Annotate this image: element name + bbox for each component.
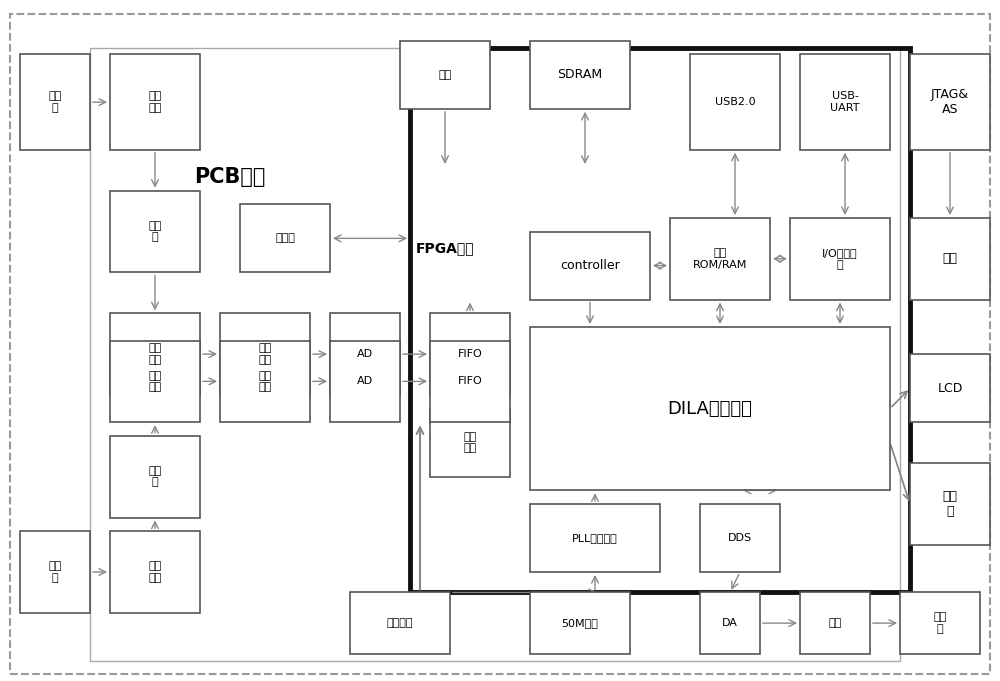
FancyBboxPatch shape — [110, 191, 200, 272]
FancyBboxPatch shape — [110, 436, 200, 518]
Text: 低通
滤波: 低通 滤波 — [148, 370, 162, 392]
Text: PLL时钟管理: PLL时钟管理 — [572, 533, 618, 543]
Text: 片内
ROM/RAM: 片内 ROM/RAM — [693, 248, 747, 270]
Text: 电源管理: 电源管理 — [387, 618, 413, 628]
Text: 低通
滤波: 低通 滤波 — [148, 343, 162, 365]
Text: 指示灯: 指示灯 — [275, 234, 295, 243]
FancyBboxPatch shape — [350, 592, 450, 654]
FancyBboxPatch shape — [400, 41, 490, 109]
FancyBboxPatch shape — [530, 232, 650, 300]
FancyBboxPatch shape — [910, 463, 990, 545]
Text: 滤波: 滤波 — [828, 618, 842, 628]
Text: PCB内部: PCB内部 — [194, 167, 266, 187]
FancyBboxPatch shape — [800, 54, 890, 150]
Text: 前置
放大: 前置 放大 — [148, 91, 162, 113]
FancyBboxPatch shape — [910, 218, 990, 300]
FancyBboxPatch shape — [20, 531, 90, 613]
Text: USB2.0: USB2.0 — [715, 97, 755, 107]
FancyBboxPatch shape — [20, 54, 90, 150]
FancyBboxPatch shape — [220, 313, 310, 395]
FancyBboxPatch shape — [110, 54, 200, 150]
Text: DDS: DDS — [728, 533, 752, 543]
Text: JTAG&
AS: JTAG& AS — [931, 88, 969, 116]
FancyBboxPatch shape — [800, 592, 870, 654]
FancyBboxPatch shape — [530, 592, 630, 654]
Text: 采样
控制: 采样 控制 — [463, 432, 477, 454]
Text: 按键: 按键 — [438, 70, 452, 80]
FancyBboxPatch shape — [430, 313, 510, 395]
FancyBboxPatch shape — [430, 409, 510, 477]
Text: AD: AD — [357, 377, 373, 386]
FancyBboxPatch shape — [330, 340, 400, 422]
FancyBboxPatch shape — [900, 592, 980, 654]
Text: DILA算法模块: DILA算法模块 — [668, 400, 752, 417]
Text: USB-
UART: USB- UART — [830, 91, 860, 113]
FancyBboxPatch shape — [670, 218, 770, 300]
Text: LCD: LCD — [937, 381, 963, 395]
Text: 探测
器: 探测 器 — [48, 91, 62, 113]
FancyBboxPatch shape — [530, 327, 890, 490]
Text: SDRAM: SDRAM — [557, 68, 603, 82]
FancyBboxPatch shape — [220, 340, 310, 422]
FancyBboxPatch shape — [240, 204, 330, 272]
FancyBboxPatch shape — [110, 340, 200, 422]
Text: 配置: 配置 — [943, 252, 958, 266]
Bar — [90, 48, 900, 661]
Text: 前置
放大: 前置 放大 — [148, 561, 162, 583]
Text: 单转
差分: 单转 差分 — [258, 370, 272, 392]
Text: controller: controller — [560, 259, 620, 272]
FancyBboxPatch shape — [110, 531, 200, 613]
FancyBboxPatch shape — [700, 592, 760, 654]
Text: 单转
差分: 单转 差分 — [258, 343, 272, 365]
Text: 50M晶振: 50M晶振 — [562, 618, 598, 628]
FancyBboxPatch shape — [330, 313, 400, 395]
FancyBboxPatch shape — [430, 340, 510, 422]
Text: FPGA内部: FPGA内部 — [416, 242, 474, 255]
Text: AD: AD — [357, 349, 373, 359]
FancyBboxPatch shape — [700, 504, 780, 572]
FancyBboxPatch shape — [910, 54, 990, 150]
Text: DA: DA — [722, 618, 738, 628]
Text: 激光
器: 激光 器 — [933, 612, 947, 634]
Text: 以太
网: 以太 网 — [943, 490, 958, 518]
FancyBboxPatch shape — [910, 354, 990, 422]
FancyBboxPatch shape — [530, 41, 630, 109]
Text: 探测
器: 探测 器 — [48, 561, 62, 583]
Text: 陷波
器: 陷波 器 — [148, 221, 162, 242]
FancyBboxPatch shape — [790, 218, 890, 300]
FancyBboxPatch shape — [690, 54, 780, 150]
Text: I/O位宽转
换: I/O位宽转 换 — [822, 248, 858, 270]
Text: FIFO: FIFO — [458, 349, 482, 359]
Bar — [410, 48, 910, 592]
FancyBboxPatch shape — [110, 313, 200, 395]
Text: 陷波
器: 陷波 器 — [148, 466, 162, 488]
Text: FIFO: FIFO — [458, 377, 482, 386]
FancyBboxPatch shape — [530, 504, 660, 572]
